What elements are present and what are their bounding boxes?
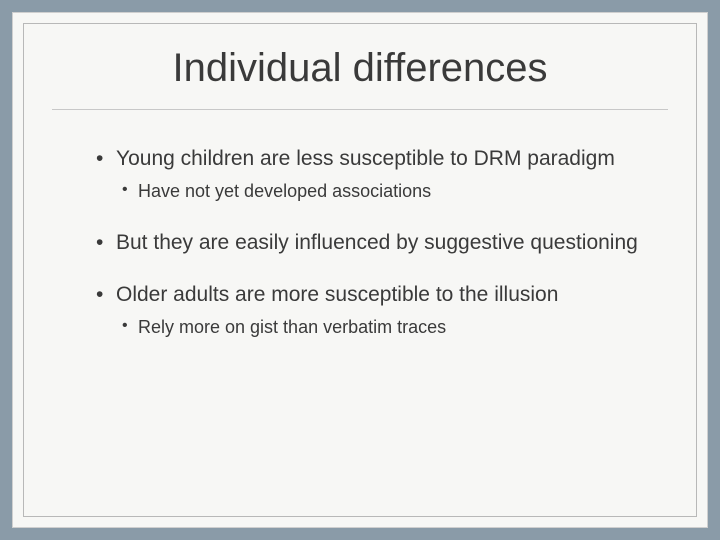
slide-body: Individual differences Young children ar… xyxy=(23,23,697,517)
sub-list-item: Rely more on gist than verbatim traces xyxy=(122,316,648,339)
sub-bullet-text: Have not yet developed associations xyxy=(138,181,431,201)
bullet-list: Young children are less susceptible to D… xyxy=(96,146,648,340)
sub-bullet-list: Rely more on gist than verbatim traces xyxy=(122,316,648,339)
bullet-text: But they are easily influenced by sugges… xyxy=(116,231,638,254)
sub-list-item: Have not yet developed associations xyxy=(122,180,648,203)
sub-bullet-list: Have not yet developed associations xyxy=(122,180,648,203)
slide-title: Individual differences xyxy=(52,46,668,91)
slide-content: Young children are less susceptible to D… xyxy=(52,146,668,340)
bullet-text: Older adults are more susceptible to the… xyxy=(116,283,558,306)
list-item: But they are easily influenced by sugges… xyxy=(96,230,648,256)
title-divider xyxy=(52,109,668,110)
slide-frame: Individual differences Young children ar… xyxy=(12,12,708,528)
list-item: Young children are less susceptible to D… xyxy=(96,146,648,204)
sub-bullet-text: Rely more on gist than verbatim traces xyxy=(138,317,446,337)
list-item: Older adults are more susceptible to the… xyxy=(96,282,648,340)
bullet-text: Young children are less susceptible to D… xyxy=(116,147,615,170)
